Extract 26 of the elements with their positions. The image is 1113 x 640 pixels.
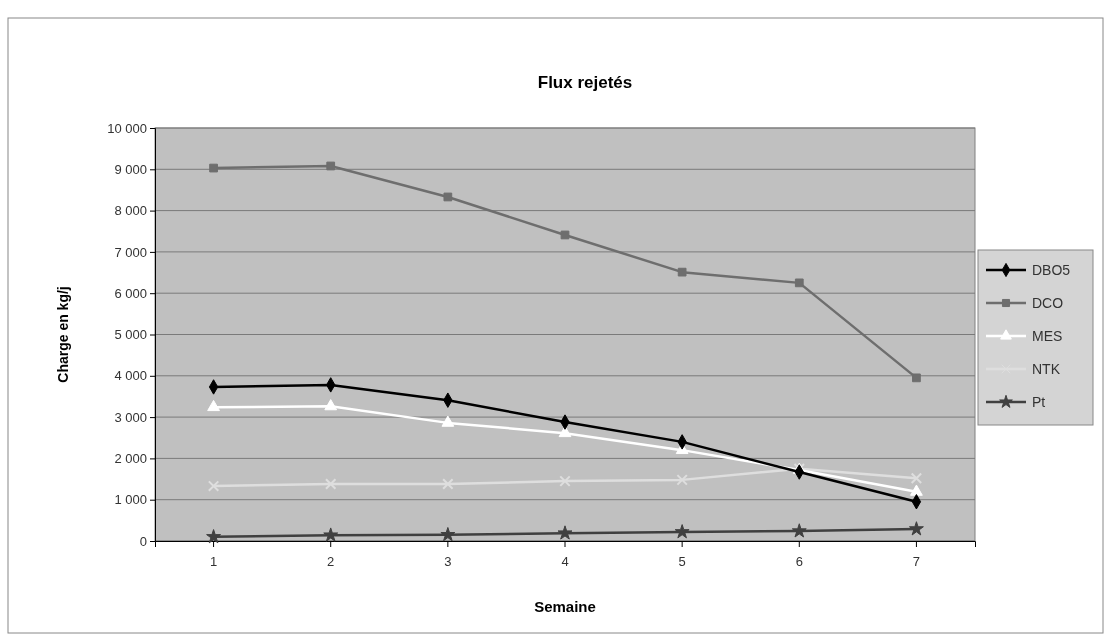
x-tick-label: 1	[209, 553, 218, 569]
legend-label: MES	[1032, 328, 1063, 344]
y-tick-label: 3 000	[114, 409, 147, 425]
x-tick-label: 4	[561, 553, 569, 569]
x-tick-label: 3	[444, 553, 452, 569]
y-tick-label: 4 000	[114, 368, 147, 384]
chart-title: Flux rejetés	[537, 73, 633, 92]
x-axis-title: Semaine	[534, 598, 596, 615]
y-tick-label: 2 000	[114, 451, 147, 467]
x-tick-label: 5	[678, 553, 686, 569]
y-tick-label: 6 000	[114, 285, 147, 301]
legend-label: DBO5	[1032, 262, 1071, 278]
legend-label: NTK	[1032, 361, 1061, 377]
x-tick-label: 7	[912, 553, 921, 569]
y-tick-label: 7 000	[114, 244, 147, 260]
y-tick-label: 0	[139, 533, 147, 549]
y-tick-label: 10 000	[107, 120, 147, 136]
y-tick-label: 5 000	[114, 327, 147, 343]
x-tick-label: 6	[795, 553, 803, 569]
y-tick-label: 9 000	[114, 161, 147, 177]
y-axis-title: Charge en kg/j	[55, 286, 71, 383]
y-tick-label: 8 000	[114, 203, 147, 219]
y-tick-label: 1 000	[114, 492, 147, 508]
legend-label: DCO	[1032, 295, 1064, 311]
legend-label: Pt	[1032, 394, 1046, 410]
x-tick-label: 2	[327, 553, 335, 569]
